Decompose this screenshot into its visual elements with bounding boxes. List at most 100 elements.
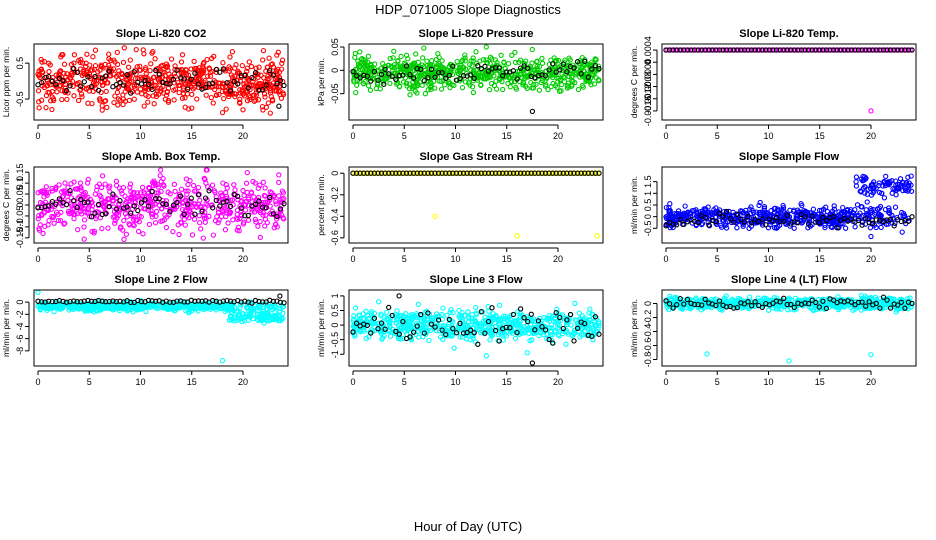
- data-point: [192, 211, 198, 217]
- data-point: [791, 47, 797, 53]
- data-point: [357, 170, 363, 176]
- data-point: [766, 47, 773, 53]
- data-point: [181, 70, 187, 76]
- data-point: [589, 311, 595, 317]
- data-point: [559, 81, 565, 88]
- data-point: [191, 58, 197, 65]
- data-point: [213, 66, 219, 73]
- data-point: [210, 100, 216, 106]
- data-point: [46, 217, 52, 224]
- x-tick-label: 20: [553, 377, 563, 387]
- x-axis: 0 5 10 15 20: [35, 124, 248, 141]
- data-point: [571, 65, 577, 71]
- data-point: [553, 57, 560, 64]
- data-point: [521, 63, 527, 69]
- data-point: [351, 313, 357, 319]
- data-point: [160, 201, 166, 207]
- data-point: [539, 170, 545, 176]
- data-point: [153, 213, 159, 219]
- data-point: [271, 316, 277, 323]
- data-point: [159, 74, 166, 80]
- data-point: [549, 337, 555, 344]
- data-point: [46, 90, 53, 96]
- data-point: [507, 325, 513, 331]
- data-point: [193, 75, 200, 81]
- data-point: [442, 82, 448, 88]
- data-point: [830, 47, 837, 53]
- series-hourly: [35, 188, 287, 220]
- data-point: [867, 225, 874, 231]
- data-point: [396, 293, 402, 299]
- data-point: [102, 181, 108, 187]
- data-point: [784, 47, 790, 53]
- y-axis: 0.5-0.5: [15, 57, 30, 107]
- data-point: [766, 213, 773, 220]
- data-point: [582, 328, 588, 335]
- data-point: [248, 63, 255, 70]
- data-point: [483, 44, 489, 50]
- data-point: [545, 315, 551, 322]
- data-point: [859, 204, 865, 210]
- data-point: [139, 184, 146, 191]
- data-point: [389, 73, 395, 79]
- data-point: [585, 170, 591, 176]
- data-point: [663, 204, 670, 211]
- data-point: [464, 322, 471, 329]
- data-point: [172, 188, 178, 195]
- y-axis: 0-2-4-6-8: [15, 300, 30, 355]
- data-point: [396, 72, 402, 79]
- data-point: [44, 83, 50, 89]
- data-point: [120, 82, 127, 88]
- data-point: [873, 217, 879, 223]
- series-all: [35, 167, 287, 243]
- data-point: [409, 62, 415, 68]
- data-point: [492, 170, 499, 176]
- data-point: [487, 74, 493, 80]
- data-point: [684, 211, 690, 217]
- data-point: [577, 334, 583, 340]
- data-point: [55, 217, 62, 224]
- data-point: [428, 170, 435, 176]
- data-point: [489, 331, 496, 338]
- data-point: [281, 300, 287, 306]
- data-point: [81, 217, 88, 223]
- data-point: [257, 303, 263, 310]
- data-point: [221, 95, 227, 102]
- data-point: [756, 219, 762, 225]
- data-point: [260, 212, 266, 218]
- data-point: [512, 49, 518, 56]
- data-point: [153, 208, 160, 215]
- data-point: [49, 106, 55, 113]
- data-point: [478, 323, 484, 329]
- data-point: [181, 211, 187, 218]
- data-point: [852, 224, 858, 230]
- data-point: [38, 79, 45, 86]
- data-point: [132, 76, 139, 82]
- data-point: [35, 190, 41, 196]
- data-point: [855, 217, 862, 224]
- data-point: [414, 65, 420, 72]
- data-point: [677, 217, 683, 223]
- y-axis: 0.150.10.050-0.05-0.1-0.15: [15, 163, 30, 248]
- data-point: [222, 205, 228, 211]
- data-point: [264, 64, 270, 70]
- data-point: [887, 47, 894, 53]
- data-point: [168, 56, 175, 62]
- data-point: [723, 208, 730, 215]
- data-point: [217, 69, 223, 75]
- data-point: [58, 189, 65, 195]
- data-point: [386, 304, 392, 311]
- x-axis: 0 5 10 15 20: [350, 370, 563, 387]
- data-point: [281, 82, 287, 89]
- data-point: [274, 68, 280, 74]
- data-point: [255, 223, 261, 229]
- y-tick-label: -6: [15, 335, 25, 343]
- data-point: [188, 84, 195, 90]
- data-point: [716, 210, 723, 216]
- data-point: [475, 73, 481, 79]
- data-point: [210, 80, 216, 86]
- data-point: [580, 84, 586, 90]
- data-point: [432, 324, 438, 330]
- data-point: [142, 77, 148, 84]
